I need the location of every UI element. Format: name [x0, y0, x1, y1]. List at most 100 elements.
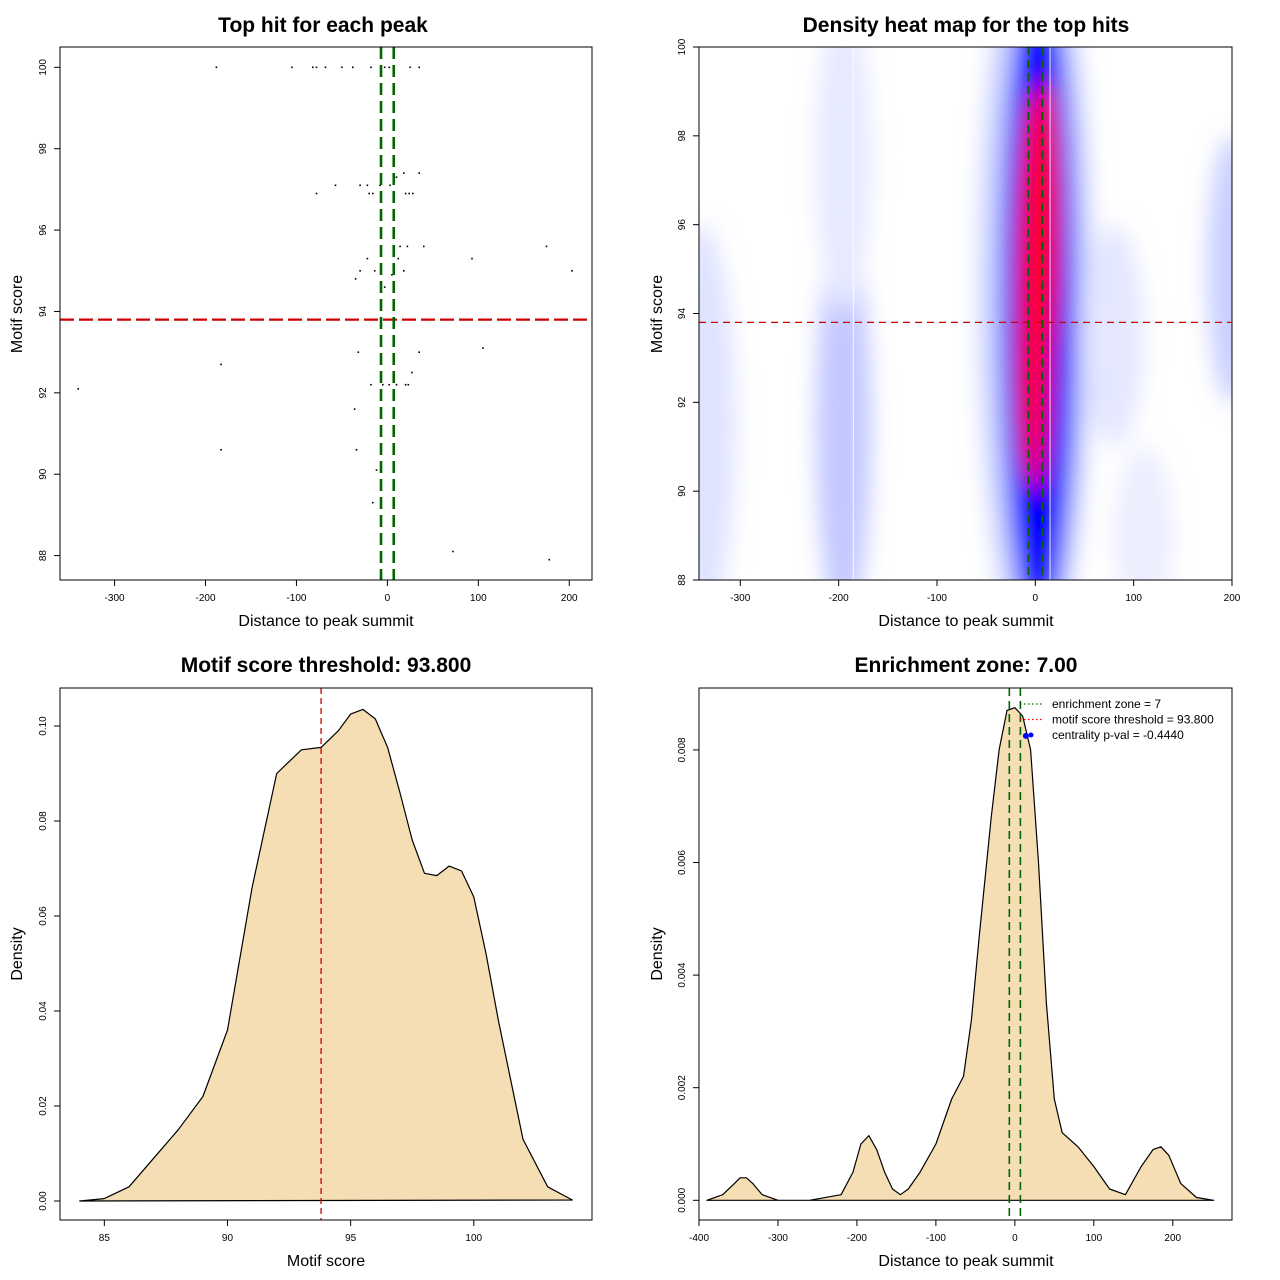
data-point	[220, 363, 222, 366]
y-tick-label: 0.04	[38, 1001, 49, 1021]
x-tick-label: -200	[847, 1233, 867, 1244]
data-point	[359, 270, 361, 272]
density-blob	[1017, 255, 1044, 478]
x-axis-label: Distance to peak summit	[238, 613, 414, 630]
heatmap-panel: Density heat map for the top hits Distan…	[649, 14, 1241, 630]
data-point	[370, 383, 372, 386]
data-point	[418, 66, 420, 69]
density-blob	[816, 47, 872, 314]
data-point	[368, 192, 370, 195]
x-tick-label: 100	[465, 1233, 482, 1244]
data-point	[397, 257, 400, 260]
y-tick-label: 0.08	[38, 811, 49, 831]
data-point	[388, 66, 390, 69]
x-tick-label: 90	[222, 1233, 234, 1244]
y-tick-label: 96	[38, 224, 49, 236]
data-point	[355, 449, 358, 451]
y-tick-label: 90	[677, 485, 688, 497]
x-axis-label: Distance to peak summit	[878, 1253, 1054, 1270]
plot-area	[706, 688, 1215, 1220]
y-tick-label: 0.02	[38, 1096, 49, 1116]
data-point	[471, 257, 473, 260]
x-tick-label: 0	[1033, 593, 1039, 604]
data-point	[359, 184, 361, 187]
x-tick-label: 100	[1125, 593, 1142, 604]
y-axis-label: Density	[649, 927, 666, 980]
data-point	[373, 270, 376, 272]
y-axis-label: Motif score	[9, 275, 26, 353]
x-tick-label: 0	[385, 593, 391, 604]
density-field	[699, 47, 1232, 580]
density-area	[79, 709, 573, 1201]
density-blob	[816, 224, 872, 580]
data-point	[408, 192, 410, 195]
data-point	[315, 66, 318, 69]
data-point	[418, 351, 420, 353]
data-point	[423, 245, 425, 248]
density-curve	[706, 707, 1215, 1201]
x-tick-label: -400	[689, 1233, 709, 1244]
y-tick-label: 0.002	[677, 1075, 688, 1100]
x-tick-label: -300	[730, 593, 750, 604]
data-point	[452, 550, 454, 553]
x-tick-label: 200	[561, 593, 578, 604]
data-point	[407, 383, 410, 386]
y-tick-label: 98	[38, 143, 49, 155]
data-point	[418, 172, 420, 174]
density-area	[706, 707, 1214, 1201]
data-point	[220, 449, 222, 451]
data-point	[352, 66, 354, 69]
x-tick-label: 95	[345, 1233, 357, 1244]
data-point	[571, 270, 573, 272]
legend-point-symbol	[1028, 732, 1034, 738]
y-tick-label: 0.00	[38, 1191, 49, 1211]
y-tick-label: 100	[38, 59, 49, 76]
axis-ticks: -300 -200 -100 0 100 200 88 90 92 94 96 98 100	[38, 59, 578, 604]
y-tick-label: 0.000	[677, 1187, 688, 1212]
data-point	[404, 192, 407, 195]
data-point	[379, 184, 381, 187]
scatter-panel: Top hit for each peak Distance to peak s…	[9, 14, 593, 630]
chart-title: Density heat map for the top hits	[803, 14, 1130, 37]
plot-frame	[698, 687, 1233, 1221]
x-tick-label: 200	[1224, 593, 1241, 604]
density-blob	[699, 224, 736, 580]
data-point	[334, 184, 337, 187]
density-curve	[79, 708, 573, 1202]
y-tick-label: 0.004	[677, 962, 688, 987]
data-point	[324, 66, 327, 69]
data-point	[388, 383, 390, 386]
y-tick-label: 0.10	[38, 716, 49, 736]
x-tick-label: -100	[926, 1233, 946, 1244]
data-point	[382, 383, 384, 386]
data-point	[315, 192, 318, 195]
chart-title: Enrichment zone: 7.00	[855, 654, 1078, 677]
data-point	[482, 347, 484, 349]
x-axis-label: Distance to peak summit	[878, 613, 1054, 630]
data-point	[411, 371, 413, 374]
legend-label: centrality p-val = -0.4440	[1052, 728, 1184, 742]
data-point	[412, 192, 414, 195]
y-tick-label: 88	[38, 550, 49, 562]
data-point	[403, 172, 405, 174]
axis-ticks: -300 -200 -100 0 100 200 88 90 92 94 96 98 100	[677, 38, 1241, 604]
data-point	[389, 184, 391, 187]
plot-frame	[59, 687, 593, 1221]
data-point	[357, 351, 360, 353]
y-tick-label: 96	[677, 219, 688, 231]
y-tick-label: 0.006	[677, 850, 688, 875]
chart-title: Motif score threshold: 93.800	[181, 654, 472, 677]
data-point	[312, 66, 314, 69]
density-blob	[1114, 446, 1173, 580]
data-point	[545, 245, 548, 248]
y-tick-label: 98	[677, 130, 688, 142]
plot-area	[699, 47, 1232, 580]
x-tick-label: -300	[768, 1233, 788, 1244]
data-point	[370, 66, 372, 69]
data-point	[215, 66, 218, 69]
x-axis-label: Motif score	[287, 1253, 365, 1270]
data-point	[383, 286, 386, 288]
y-axis-label: Density	[9, 927, 26, 980]
plot-area	[79, 688, 573, 1220]
